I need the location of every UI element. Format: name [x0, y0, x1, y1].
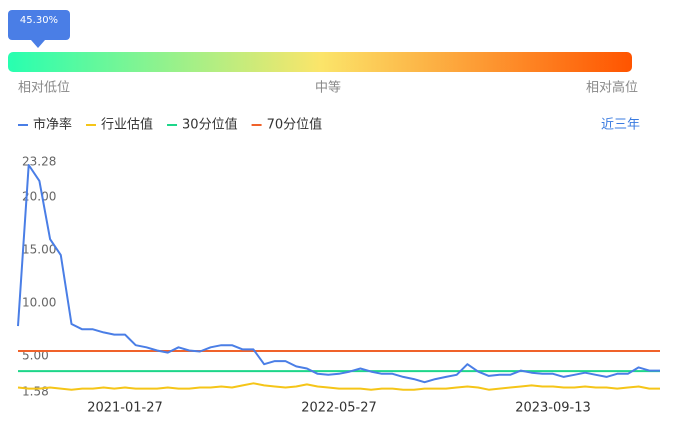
legend-label: 30分位值: [182, 117, 238, 133]
y-tick-label: 23.28: [22, 155, 56, 169]
series-line: [17, 164, 660, 384]
gauge-mid: 中等: [315, 80, 341, 96]
series-line: [17, 382, 660, 391]
x-tick-label: 2023-09-13: [515, 401, 591, 416]
y-tick-label: 20.00: [22, 189, 56, 203]
x-tick-label: 2022-05-27: [301, 401, 377, 416]
y-tick-label: 15.00: [22, 242, 56, 256]
gauge-high: 相对高位: [586, 80, 638, 96]
badge-label: 45.30%: [20, 15, 58, 26]
badge-pointer: [31, 40, 45, 48]
legend-label: 市净率: [33, 117, 72, 133]
x-tick-label: 2021-01-27: [87, 401, 163, 416]
legend-label: 行业估值: [101, 117, 153, 133]
badge-box: [8, 10, 70, 40]
y-tick-label: 1.58: [22, 385, 49, 399]
range-link[interactable]: 近三年: [601, 118, 640, 133]
legend-label: 70分位值: [267, 117, 323, 133]
gauge-low: 相对低位: [18, 81, 70, 96]
gauge-badge: 45.30%: [8, 10, 70, 48]
y-tick-label: 10.00: [22, 295, 56, 309]
gauge-bar: [8, 52, 632, 72]
